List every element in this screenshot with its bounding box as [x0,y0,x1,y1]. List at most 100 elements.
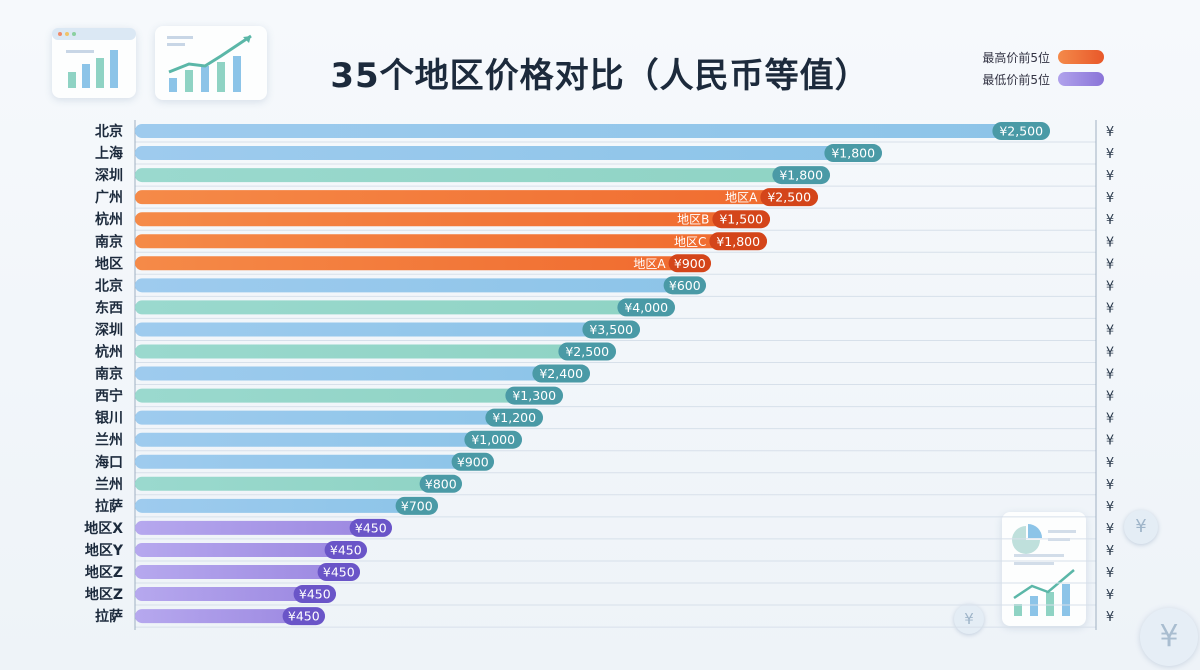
value-label-bg [485,408,543,427]
value-label: ¥2,500 [999,124,1043,139]
right-axis-marker: ¥ [1106,500,1114,515]
value-label: ¥450 [288,609,320,624]
bar [135,410,543,425]
bar [135,168,830,183]
right-axis-marker: ¥ [1106,147,1114,162]
value-label: ¥1,300 [512,388,556,403]
region-tag: 地区A [725,191,758,205]
value-label-bg [451,452,494,471]
right-axis-marker: ¥ [1106,279,1114,294]
value-label: ¥2,500 [565,344,609,359]
value-label-bg [419,474,462,493]
value-label: ¥700 [401,498,433,513]
chart-title: 35个地区价格对比（人民币等值） [330,56,870,96]
category-label: 杭州 [95,211,123,228]
legend-swatch-low [1058,72,1104,86]
value-label: ¥450 [355,520,387,535]
value-label: ¥2,500 [767,190,811,205]
value-label-bg [709,232,767,251]
value-label: ¥1,800 [779,168,823,183]
bar [135,587,336,602]
value-label: ¥1,000 [471,432,515,447]
value-label-bg [617,298,675,317]
coin-icon: ¥ [1140,608,1198,666]
category-label: 南京 [95,233,123,250]
legend: 最高价前5位 最低价前5位 [982,46,1104,90]
value-label-bg [558,342,616,361]
category-label: 拉萨 [95,608,123,625]
legend-swatch-high [1058,50,1104,64]
bar [135,388,563,403]
value-label: ¥1,500 [719,212,763,227]
bar [135,432,522,447]
right-axis-marker: ¥ [1106,610,1114,625]
report-document-icon [1002,512,1086,626]
value-label: ¥800 [425,476,457,491]
value-label-bg [668,254,711,273]
category-label: 东西 [95,299,123,316]
category-label: 北京 [95,123,123,140]
value-label-bg [317,563,360,581]
value-label: ¥1,800 [831,146,875,161]
category-label: 地区Z [85,586,123,603]
category-label: 深圳 [95,167,123,184]
chart-window-icon [52,28,136,98]
right-axis-marker: ¥ [1106,191,1114,206]
category-label: 南京 [95,366,123,383]
value-label-bg [532,364,590,383]
bar [135,146,882,161]
region-tag: 地区C [674,235,706,249]
value-label-bg [772,166,830,185]
legend-label-low: 最低价前5位 [982,72,1050,87]
bar [135,565,360,579]
value-label-bg [282,607,325,626]
right-axis-marker: ¥ [1106,169,1114,184]
legend-item-low: 最低价前5位 [982,68,1104,90]
bar [135,234,767,249]
right-axis-marker: ¥ [1106,434,1114,449]
right-axis-marker: ¥ [1106,478,1114,493]
bar [135,498,438,513]
value-label: ¥3,500 [589,322,633,337]
value-label: ¥600 [669,278,701,293]
region-tag: 地区B [677,213,709,227]
category-label: 地区Y [85,542,124,559]
value-label: ¥2,400 [539,366,583,381]
right-axis-marker: ¥ [1106,588,1114,603]
category-label: 地区 [95,255,123,272]
bar [135,278,706,293]
bar [135,454,494,469]
bar [135,476,462,491]
bar [135,322,640,337]
value-label-bg [824,144,882,163]
value-label-bg [760,188,818,207]
bar [135,520,392,535]
category-label: 兰州 [95,476,123,493]
bar [135,344,616,359]
legend-label-high: 最高价前5位 [982,50,1050,65]
bar [135,542,367,557]
bar [135,212,770,227]
value-label-bg [395,496,438,515]
bar [135,124,1050,138]
category-label: 银川 [95,410,123,427]
right-axis-marker: ¥ [1106,125,1114,140]
coin-icon: ¥ [954,604,984,634]
right-axis-marker: ¥ [1106,522,1114,537]
value-label-bg [992,122,1050,140]
value-label-bg [324,540,367,559]
value-label: ¥1,200 [492,410,536,425]
category-label: 地区X [84,520,123,537]
value-label: ¥1,800 [716,234,760,249]
value-label-bg [582,320,640,339]
value-label-bg [712,210,770,229]
right-axis-marker: ¥ [1106,346,1114,361]
growth-chart-icon [155,26,267,100]
value-label: ¥450 [299,587,331,602]
region-tag: 地区A [633,257,666,271]
category-label: 西宁 [95,388,123,405]
value-label-bg [349,518,392,537]
value-label: ¥450 [330,542,362,557]
right-axis-marker: ¥ [1106,456,1114,471]
